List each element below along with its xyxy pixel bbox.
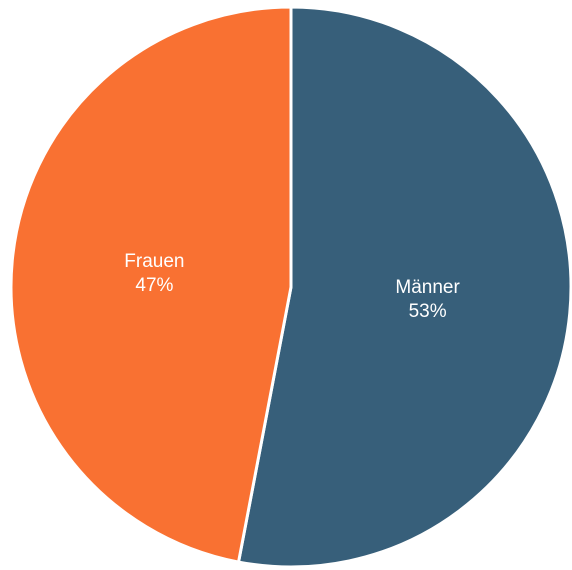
value-label: 53% xyxy=(409,301,447,322)
slice-label: Frauen xyxy=(124,251,184,272)
pie-slice xyxy=(236,5,572,569)
slice-label: Männer xyxy=(395,277,460,298)
pie-slice xyxy=(9,5,293,564)
value-label: 47% xyxy=(135,275,173,296)
